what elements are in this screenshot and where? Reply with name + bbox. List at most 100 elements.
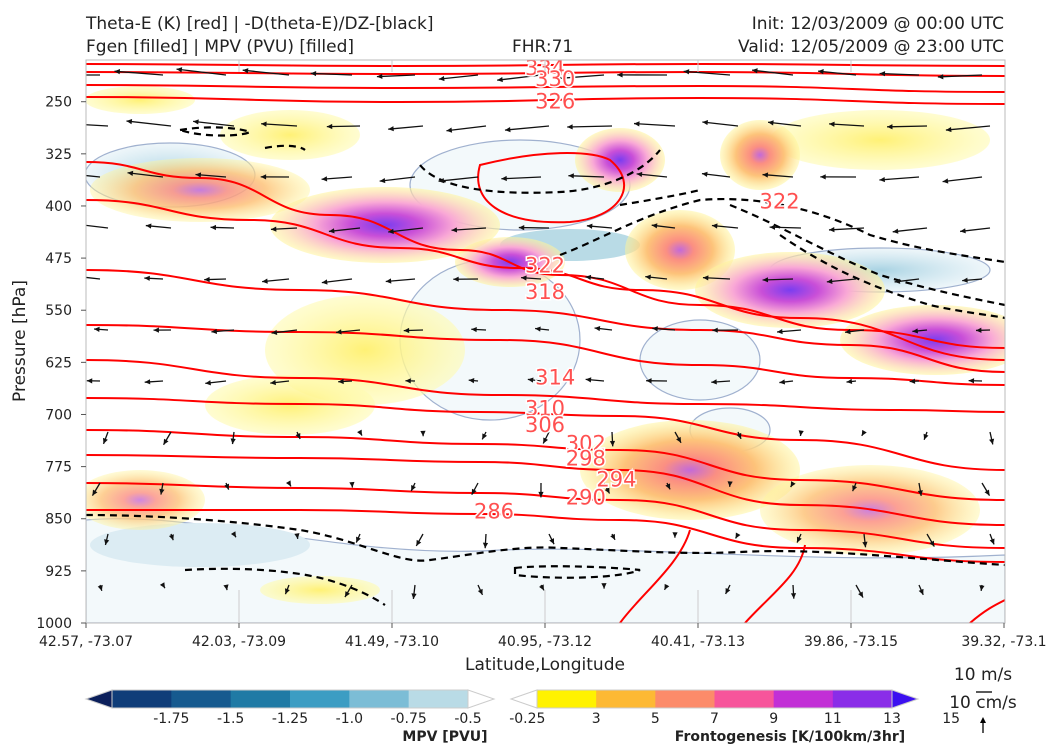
wind-vector-head	[652, 326, 658, 332]
wind-vector-head	[762, 172, 769, 178]
colorbar-extend-high	[891, 689, 920, 709]
theta-e-contour-line	[86, 62, 1005, 68]
wind-vector-head	[636, 171, 643, 178]
wind-vector-head	[468, 378, 475, 384]
colorbar-swatch	[714, 690, 775, 708]
theta-e-contour-line	[86, 269, 1005, 373]
wind-vector-head	[829, 121, 835, 127]
wind-vector-head	[846, 378, 853, 385]
wind-vector	[126, 120, 172, 127]
wind-vector-head	[482, 433, 488, 440]
wind-vector-head	[518, 225, 525, 231]
wind-vector	[879, 72, 920, 76]
wind-vector-head	[820, 174, 826, 180]
wind-vector-head	[645, 274, 651, 280]
wind-vector-head	[942, 178, 949, 184]
theta-e-contour-label: 322	[525, 253, 565, 277]
x-axis-label: Latitude,Longitude	[465, 655, 625, 675]
wind-vector-head	[887, 124, 893, 130]
theta-e-contour-line	[86, 84, 1005, 93]
y-tick-label: 775	[45, 460, 72, 476]
wind-vector	[376, 74, 416, 78]
wind-vector-head	[92, 489, 98, 496]
colorbar-swatch	[112, 690, 172, 708]
wind-vector-head	[453, 276, 459, 282]
wind-vector-head	[145, 223, 152, 229]
wind-vector-head	[211, 328, 217, 335]
wind-vector-head	[411, 484, 416, 491]
wind-vector-head	[223, 584, 229, 591]
wind-vector-head	[349, 481, 355, 488]
theta-e-contour-line	[86, 508, 1005, 563]
wind-vector-head	[438, 75, 445, 82]
wind-vector-head	[752, 68, 758, 74]
theta-e-contour-label: 302	[566, 431, 606, 455]
colorbar-extend-low	[84, 689, 113, 709]
colorbar-swatch	[290, 690, 350, 708]
colorbar-swatch	[537, 690, 597, 708]
theta-e-contour-label: 330	[535, 67, 575, 91]
wind-vector-head	[286, 480, 291, 487]
wind-vector-head	[989, 438, 995, 445]
wind-vector	[86, 224, 109, 229]
wind-vector-head	[230, 438, 236, 445]
wind-vector-head	[94, 326, 100, 332]
wind-vector	[86, 124, 109, 127]
wind-vector-head	[568, 173, 574, 179]
wind-vector	[86, 276, 101, 280]
dtheta-dz-contour-line	[559, 197, 1005, 264]
colorbar-extend-high	[467, 689, 496, 709]
wind-vector-head	[711, 379, 717, 385]
dtheta-dz-contour-line	[179, 126, 253, 137]
wind-vector	[751, 69, 794, 76]
wind-vector-head	[335, 329, 342, 335]
wind-vector-head	[646, 378, 652, 384]
wind-vector	[379, 176, 416, 182]
wind-vector-head	[86, 378, 93, 384]
theta-e-contour-line	[86, 324, 1005, 386]
dtheta-dz-contour-line	[619, 188, 701, 207]
wind-vector	[945, 125, 991, 131]
wind-vector	[937, 74, 983, 78]
wind-vector	[828, 227, 865, 231]
theta-e-contour-line	[86, 199, 1005, 361]
wind-vector-head	[727, 481, 733, 487]
wind-vector-head	[923, 433, 929, 440]
wind-vector-head	[917, 490, 923, 496]
wind-vector-head	[224, 483, 230, 490]
x-tick-label: 41.49, -73.10	[345, 634, 439, 650]
theta-e-contour-line	[86, 96, 1005, 105]
wind-vector	[438, 74, 479, 80]
theta-e-contour-label: 298	[566, 447, 606, 471]
colorbar-swatch	[832, 690, 893, 708]
theta-e-contour-line	[969, 599, 1005, 623]
wind-vector-head	[585, 377, 592, 383]
wind-vector-head	[376, 73, 383, 79]
dtheta-dz-contour-line	[264, 144, 306, 151]
wind-vector-head	[604, 487, 610, 494]
dtheta-dz-contours	[86, 126, 1005, 606]
wind-vector-head	[114, 69, 121, 75]
theta-e-contour-label: 286	[474, 499, 514, 523]
wind-vector-head	[672, 532, 678, 538]
y-tick-label: 325	[45, 147, 72, 163]
y-tick-label: 400	[45, 199, 72, 215]
wind-vector	[497, 74, 542, 81]
wind-vector-head	[912, 328, 919, 334]
theta-e-contour-label: 322	[760, 189, 800, 213]
x-tick-label: 39.86, -73.15	[804, 634, 898, 650]
theta-e-contour-labels: 3343303263223223183143103063022982942902…	[472, 60, 801, 525]
wind-vector-head	[126, 119, 133, 125]
wind-vector-head	[64, 121, 70, 126]
wind-vector-head	[270, 379, 276, 386]
wind-vector-head	[271, 329, 278, 335]
wind-vector-head	[762, 277, 769, 283]
wind-vector-head	[683, 69, 690, 75]
wind-vector-head	[538, 491, 544, 498]
wind-vector-head	[176, 67, 183, 73]
colorbar-swatch	[655, 690, 715, 708]
y-tick-label: 625	[45, 355, 72, 371]
y-axis-ticks: 250 325 400 475 550 625 700 775 850 925 1000	[36, 95, 86, 632]
wind-vector-head	[326, 123, 333, 130]
y-tick-label: 850	[45, 512, 72, 528]
